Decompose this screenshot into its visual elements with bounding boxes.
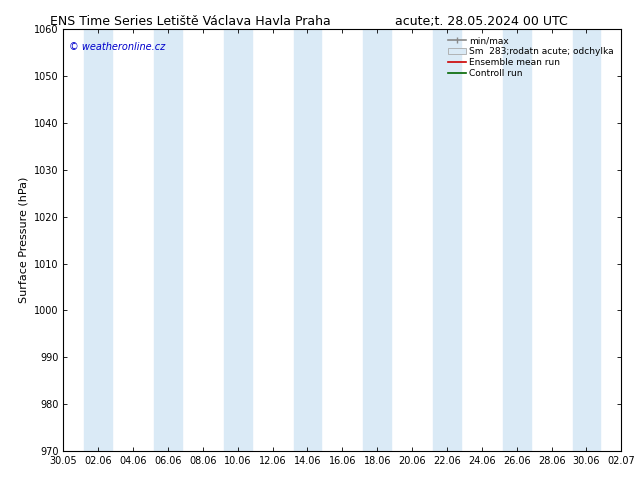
Text: ENS Time Series Letiště Václava Havla Praha: ENS Time Series Letiště Václava Havla Pr… <box>50 15 330 28</box>
Bar <box>224 29 252 451</box>
Bar <box>154 29 182 451</box>
Text: © weatheronline.cz: © weatheronline.cz <box>69 42 165 52</box>
Legend: min/max, Sm  283;rodatn acute; odchylka, Ensemble mean run, Controll run: min/max, Sm 283;rodatn acute; odchylka, … <box>445 34 617 81</box>
Bar <box>294 29 321 451</box>
Bar <box>363 29 391 451</box>
Bar <box>573 29 600 451</box>
Bar <box>84 29 112 451</box>
Bar <box>433 29 461 451</box>
Text: acute;t. 28.05.2024 00 UTC: acute;t. 28.05.2024 00 UTC <box>396 15 568 28</box>
Y-axis label: Surface Pressure (hPa): Surface Pressure (hPa) <box>18 177 29 303</box>
Bar <box>503 29 531 451</box>
